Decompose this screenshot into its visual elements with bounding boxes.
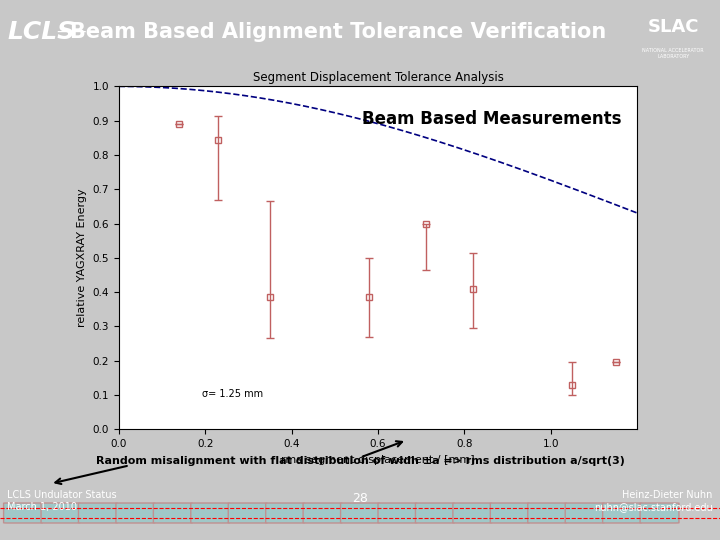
Text: 28: 28 <box>352 492 368 505</box>
Text: Random misalignment with flat distribution of widh ±a => rms distribution a/sqrt: Random misalignment with flat distributi… <box>96 456 624 466</box>
FancyBboxPatch shape <box>78 503 117 523</box>
Y-axis label: relative YAGXRAY Energy: relative YAGXRAY Energy <box>77 188 87 327</box>
Text: Beam Based Alignment Tolerance Verification: Beam Based Alignment Tolerance Verificat… <box>71 22 606 42</box>
Text: ——: —— <box>56 24 86 39</box>
Title: Segment Displacement Tolerance Analysis: Segment Displacement Tolerance Analysis <box>253 71 503 84</box>
Text: NATIONAL ACCELERATOR
LABORATORY: NATIONAL ACCELERATOR LABORATORY <box>642 48 704 59</box>
Text: Heinz-Dieter Nuhn
nuhn@slac.stanford.edu: Heinz-Dieter Nuhn nuhn@slac.stanford.edu <box>594 490 713 512</box>
FancyBboxPatch shape <box>41 503 80 523</box>
X-axis label: rms segment displacement / [mm]: rms segment displacement / [mm] <box>282 455 474 464</box>
Text: LCLS: LCLS <box>7 19 76 44</box>
FancyBboxPatch shape <box>640 503 679 523</box>
FancyBboxPatch shape <box>191 503 230 523</box>
FancyBboxPatch shape <box>4 503 42 523</box>
Text: Beam Based Measurements: Beam Based Measurements <box>362 110 621 129</box>
FancyBboxPatch shape <box>528 503 567 523</box>
FancyBboxPatch shape <box>228 503 267 523</box>
FancyBboxPatch shape <box>341 503 379 523</box>
Text: SLAC: SLAC <box>647 18 699 36</box>
FancyBboxPatch shape <box>153 503 192 523</box>
FancyBboxPatch shape <box>415 503 454 523</box>
FancyBboxPatch shape <box>565 503 604 523</box>
Text: LCLS Undulator Status
March 1, 2010: LCLS Undulator Status March 1, 2010 <box>7 490 117 512</box>
FancyBboxPatch shape <box>116 503 155 523</box>
FancyBboxPatch shape <box>603 503 642 523</box>
FancyBboxPatch shape <box>490 503 529 523</box>
FancyBboxPatch shape <box>378 503 417 523</box>
FancyBboxPatch shape <box>266 503 305 523</box>
Text: σ= 1.25 mm: σ= 1.25 mm <box>202 389 263 399</box>
FancyBboxPatch shape <box>453 503 492 523</box>
FancyBboxPatch shape <box>303 503 342 523</box>
